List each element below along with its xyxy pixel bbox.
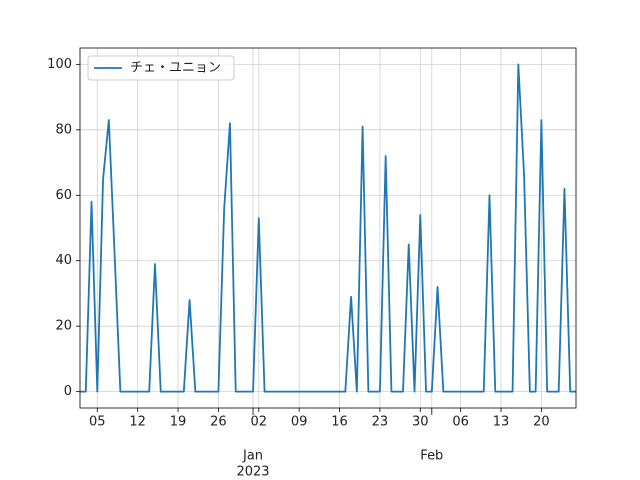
data-line bbox=[80, 63, 576, 393]
x-tick-label: 05 bbox=[89, 415, 106, 430]
x-tick-label: 30 bbox=[412, 415, 429, 430]
x-tick-label: 20 bbox=[533, 415, 550, 430]
x-year-label: 2023 bbox=[236, 465, 269, 480]
x-tick-label: 12 bbox=[129, 415, 146, 430]
y-tick-label: 80 bbox=[55, 122, 72, 137]
legend-label: チェ・ユニョン bbox=[130, 61, 221, 76]
x-tick-label: 09 bbox=[291, 415, 308, 430]
x-tick-label: 06 bbox=[452, 415, 469, 430]
plot-frame bbox=[79, 47, 577, 409]
x-tick-label: 02 bbox=[251, 415, 268, 430]
y-tick-label: 20 bbox=[55, 319, 72, 334]
x-month-label: Feb bbox=[420, 449, 443, 464]
y-tick-label: 0 bbox=[64, 384, 72, 399]
x-tick-label: 13 bbox=[493, 415, 510, 430]
x-tick-label: 19 bbox=[170, 415, 187, 430]
legend-box bbox=[87, 55, 235, 81]
x-month-label: Jan bbox=[242, 449, 263, 464]
x-tick-label: 16 bbox=[331, 415, 348, 430]
y-tick-label: 100 bbox=[47, 57, 72, 72]
y-tick-label: 40 bbox=[55, 253, 72, 268]
x-tick-label: 26 bbox=[210, 415, 227, 430]
x-tick-label: 23 bbox=[372, 415, 389, 430]
y-tick-label: 60 bbox=[55, 188, 72, 203]
